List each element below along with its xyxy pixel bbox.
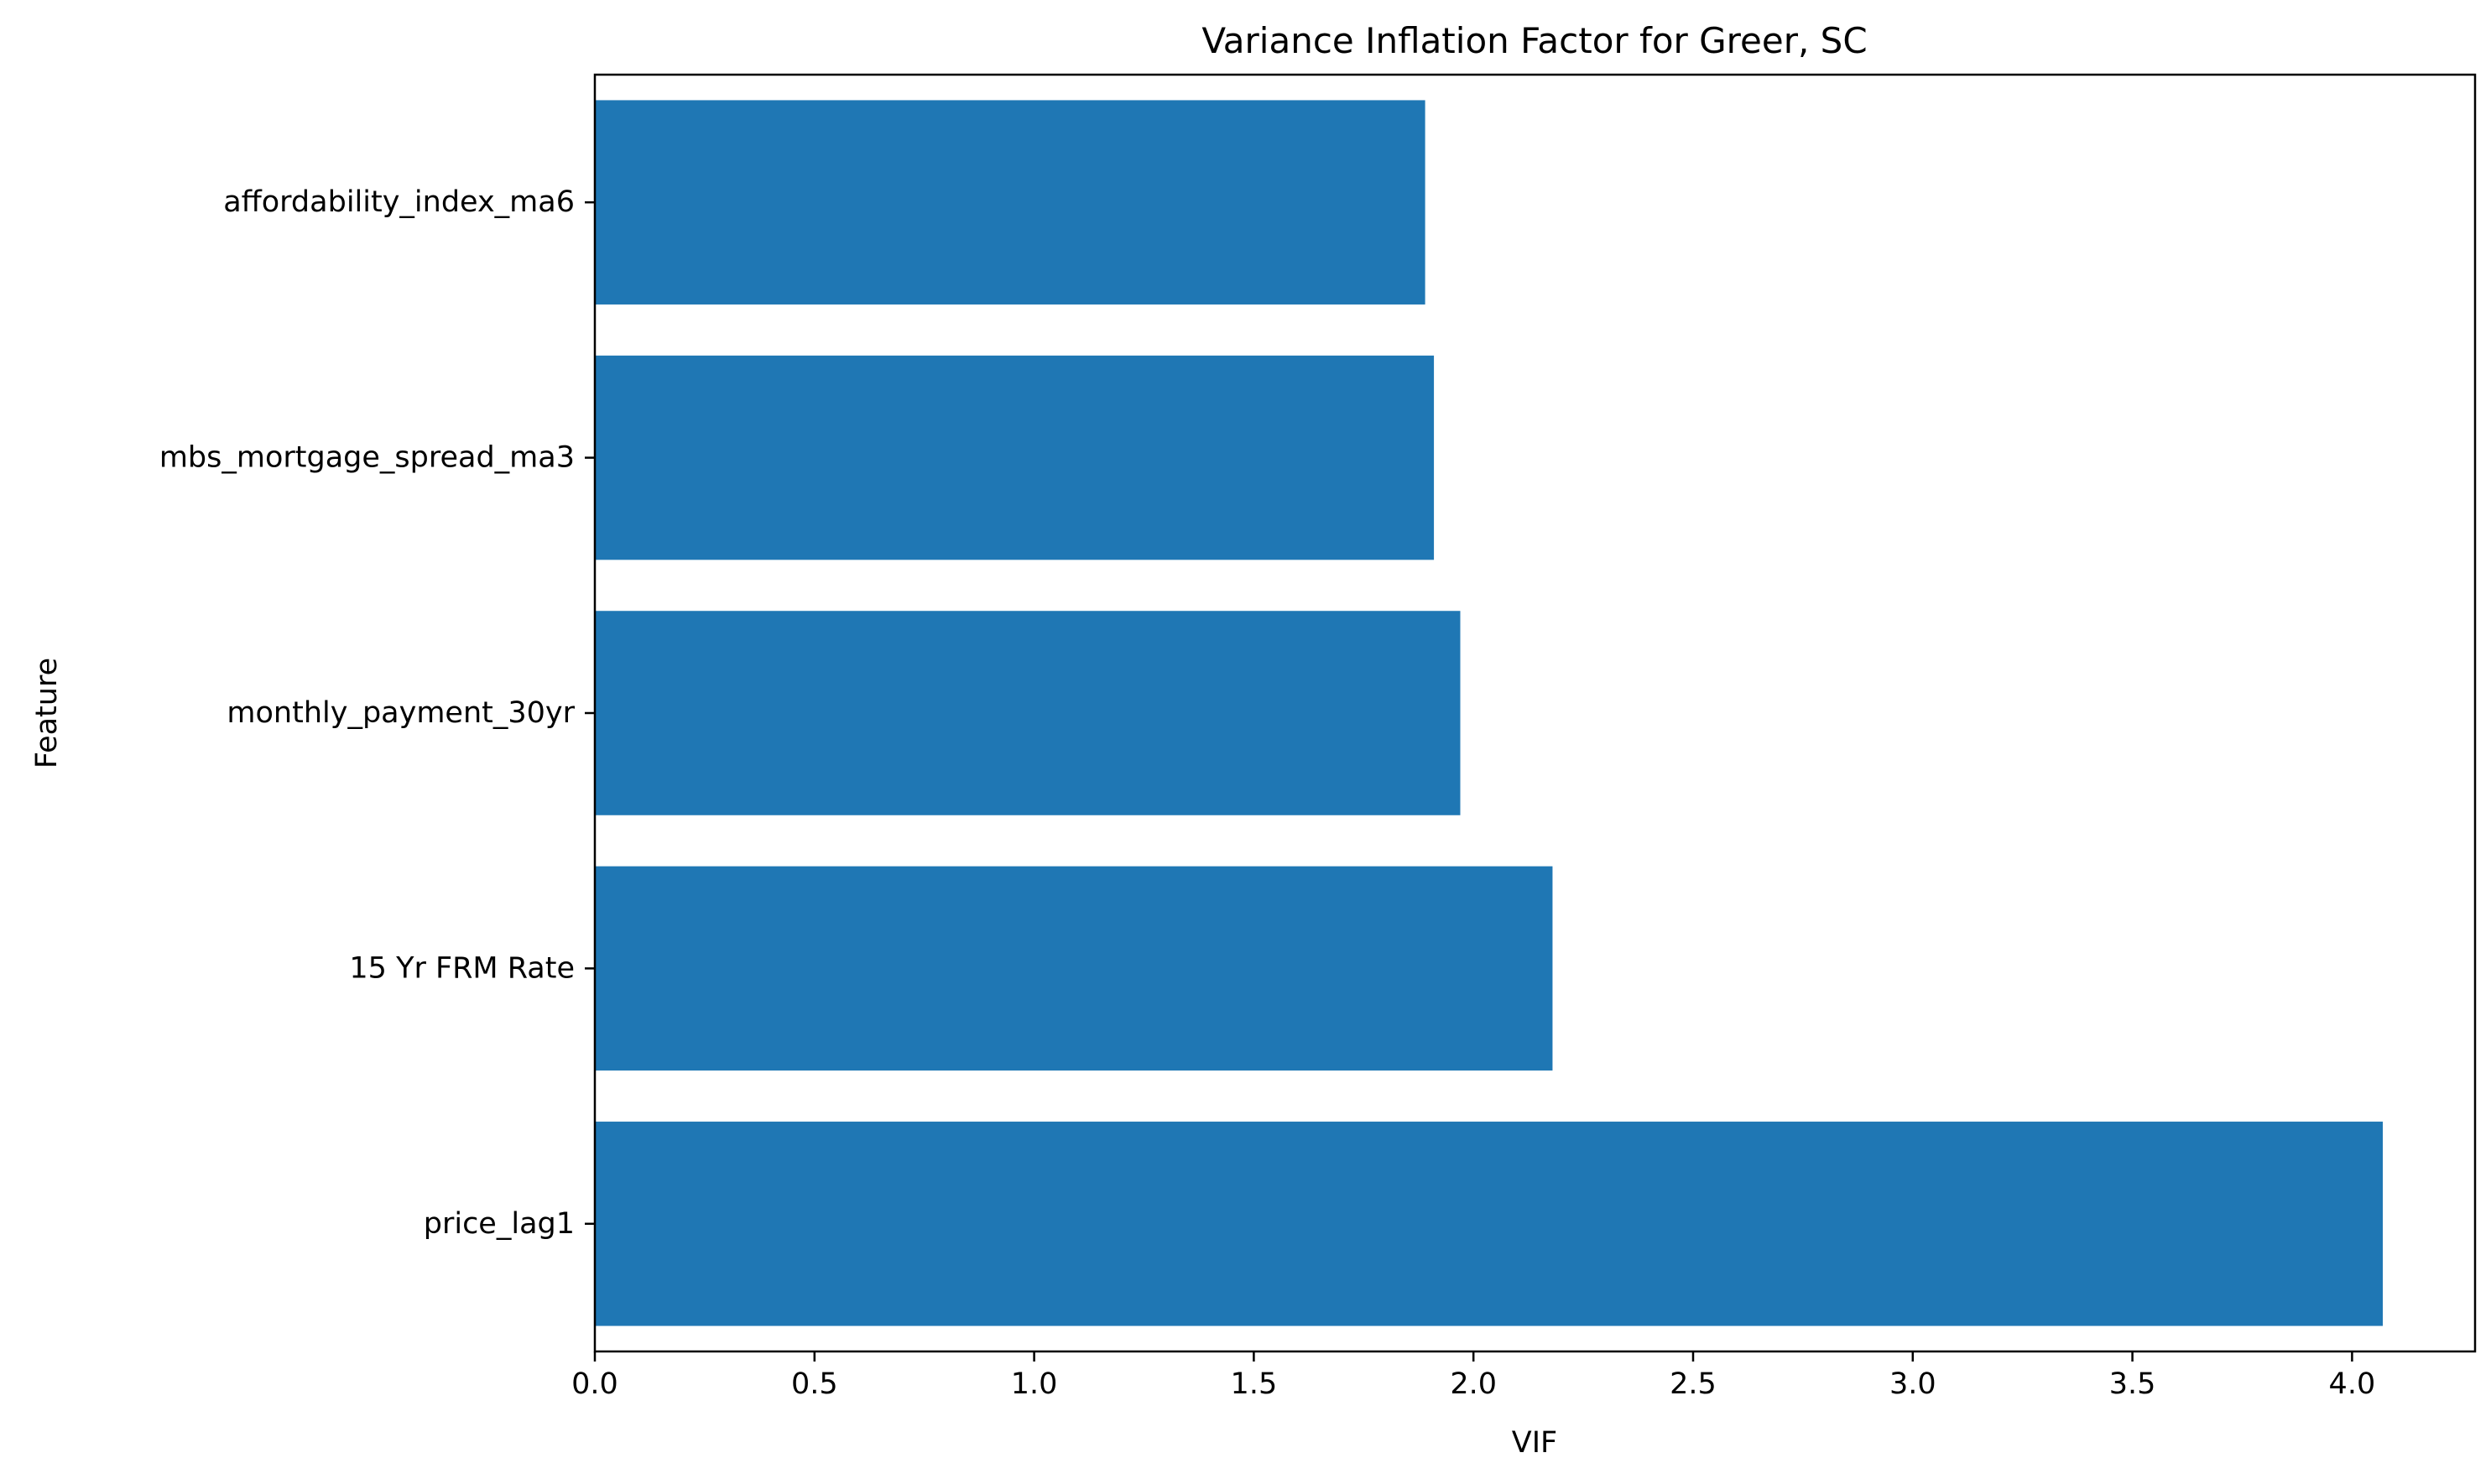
x-axis-label: VIF — [1512, 1426, 1557, 1460]
x-tick-label: 0.5 — [791, 1367, 838, 1401]
y-tick-label: 15 Yr FRM Rate — [349, 951, 575, 985]
y-tick-label: price_lag1 — [424, 1207, 575, 1241]
x-tick-label: 3.0 — [1889, 1367, 1936, 1401]
x-tick-label: 2.0 — [1450, 1367, 1497, 1401]
x-ticks-group: 0.0 0.5 1.0 1.5 2.0 2.5 3.0 3.5 4.0 — [571, 1351, 2375, 1401]
bar-1 — [595, 866, 1553, 1071]
chart-title: Variance Inflation Factor for Greer, SC — [1201, 20, 1867, 61]
y-ticks-group: price_lag1 15 Yr FRM Rate monthly_payment_… — [159, 185, 595, 1241]
x-tick-label: 2.5 — [1670, 1367, 1717, 1401]
x-tick-label: 4.0 — [2329, 1367, 2376, 1401]
y-tick-label: monthly_payment_30yr — [227, 696, 575, 730]
y-axis-label: Feature — [30, 658, 64, 768]
y-tick-label: mbs_mortgage_spread_ma3 — [159, 441, 575, 475]
x-tick-label: 0.0 — [571, 1367, 618, 1401]
x-tick-label: 3.5 — [2109, 1367, 2156, 1401]
x-tick-label: 1.0 — [1011, 1367, 1058, 1401]
bars-group — [595, 100, 2384, 1326]
bar-2 — [595, 611, 1461, 815]
bar-3 — [595, 355, 1435, 560]
bar-4 — [595, 100, 1425, 305]
plot-frame — [593, 73, 2477, 1353]
bar-0 — [595, 1122, 2384, 1326]
x-tick-label: 1.5 — [1231, 1367, 1278, 1401]
y-tick-label: affordability_index_ma6 — [223, 185, 575, 219]
